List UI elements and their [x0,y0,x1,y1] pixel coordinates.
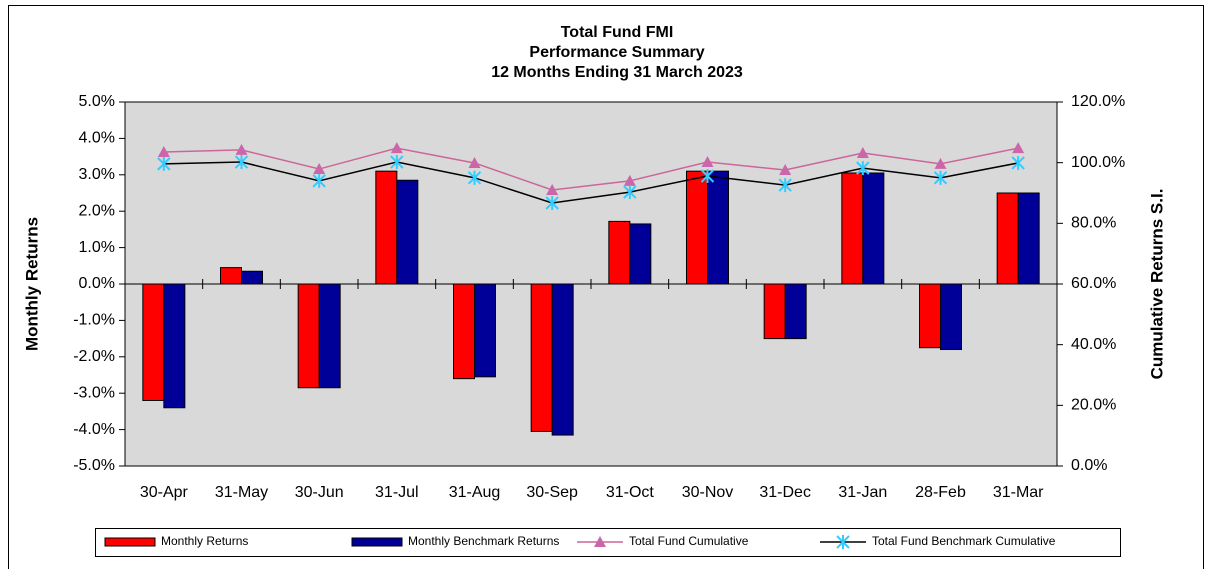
bar [841,172,864,285]
bar [784,283,807,340]
bar [763,283,786,340]
y-tick-label: 4.0% [79,130,115,147]
line-marker [778,178,792,193]
bar [1017,192,1040,285]
y-axis-title: Monthly Returns [22,217,41,351]
y-tick-label: 2.0% [79,202,115,219]
bar [862,172,885,285]
line-marker [546,183,559,195]
bar [318,283,341,389]
y-tick-label: -1.0% [73,312,115,329]
y-tick-label: 5.0% [79,93,115,110]
bar [940,283,962,351]
line-marker [933,170,948,185]
bar [396,179,419,285]
y-tick-label: 3.0% [79,166,115,183]
line-marker [468,156,481,168]
x-tick-label: 31-Mar [993,484,1044,501]
bar [297,283,320,389]
line-marker [856,146,869,158]
bar [686,170,708,285]
y2-tick-label: 120.0% [1071,93,1125,110]
bar [241,270,263,285]
bar [474,283,496,378]
legend-label: Total Fund Benchmark Cumulative [872,534,1056,548]
x-tick-label: 31-May [215,484,268,501]
legend-label: Monthly Returns [161,534,248,548]
y-tick-label: -2.0% [73,348,115,365]
legend-swatch [351,537,403,547]
bar [375,170,398,285]
legend-swatch [104,537,156,547]
y2-tick-label: 60.0% [1071,275,1116,292]
x-tick-label: 28-Feb [915,484,966,501]
x-tick-label: 30-Nov [682,484,734,501]
line-marker [313,163,326,175]
y2-tick-label: 0.0% [1071,457,1107,474]
x-tick-label: 31-Aug [449,484,501,501]
bar [142,283,165,401]
chart-title: 12 Months Ending 31 March 2023 [491,64,743,81]
line-marker [1011,155,1025,170]
y2-tick-label: 40.0% [1071,336,1116,353]
line-marker [312,173,326,188]
bar [551,283,574,436]
x-tick-label: 31-Jul [375,484,419,501]
line-marker [157,146,170,158]
y2-tick-label: 80.0% [1071,215,1116,232]
line [163,147,1019,191]
line-marker [390,142,403,154]
y2-tick-label: 100.0% [1071,154,1125,171]
line-marker [157,156,171,171]
line-marker [235,143,248,155]
line-marker [623,174,636,186]
line-marker [545,196,559,211]
chart-title: Performance Summary [529,44,704,61]
x-tick-label: 30-Jun [295,484,344,501]
x-tick-label: 30-Apr [140,484,189,501]
line-marker [623,185,637,200]
y-tick-label: 0.0% [79,275,115,292]
bar [707,170,729,285]
line-marker [934,157,947,169]
bar [453,283,475,380]
y-tick-label: -5.0% [73,457,115,474]
legend-marker [594,536,606,547]
y2-tick-label: 20.0% [1071,397,1116,414]
bar [163,283,186,409]
chart-title: Total Fund FMI [561,24,674,41]
line-marker [1012,142,1025,154]
line [163,161,1019,204]
legend-label: Total Fund Cumulative [629,534,749,548]
line-marker [779,163,792,175]
bar [530,283,553,432]
bar [919,283,941,349]
bar [220,267,242,285]
legend-marker [836,535,850,549]
line-marker [700,169,715,184]
line-marker [234,155,249,170]
x-tick-label: 31-Jan [838,484,887,501]
line-marker [467,170,482,185]
line-marker [390,155,404,170]
bar [629,223,652,285]
y-tick-label: 1.0% [79,239,115,256]
bar [608,220,631,285]
y-tick-label: -3.0% [73,384,115,401]
y-tick-label: -4.0% [73,421,115,438]
legend-label: Monthly Benchmark Returns [408,534,559,548]
y2-axis-title: Cumulative Returns S.I. [1147,189,1166,380]
x-tick-label: 31-Dec [759,484,811,501]
line-marker [701,156,714,168]
line-marker [856,161,870,176]
x-tick-label: 30-Sep [526,484,578,501]
x-tick-label: 31-Oct [606,484,655,501]
bar [996,192,1019,285]
